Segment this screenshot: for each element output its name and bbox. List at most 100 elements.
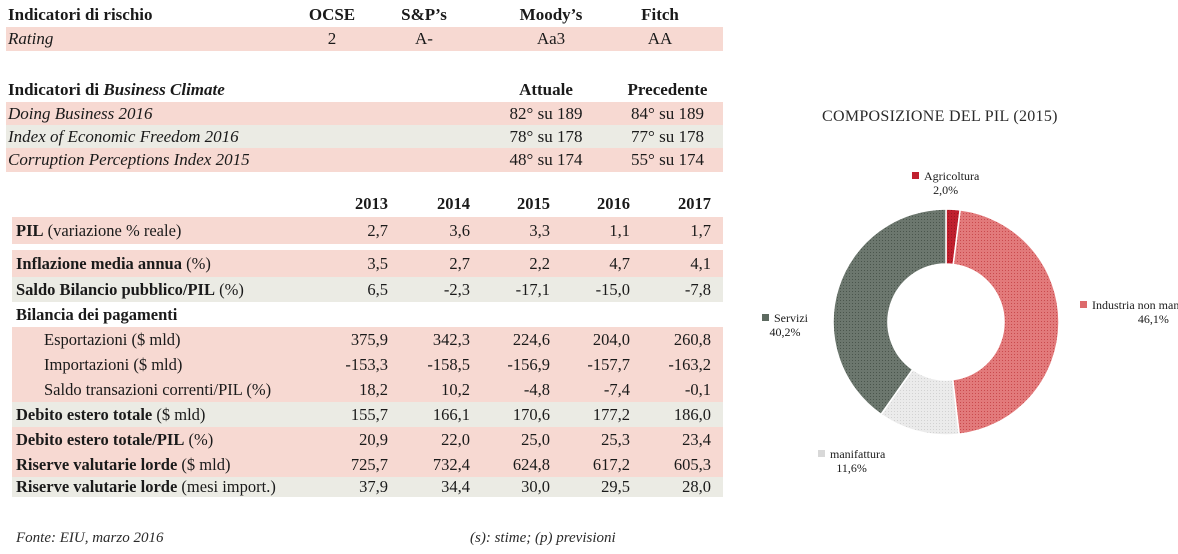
business-row-current: 82° su 189 [509,104,583,123]
macro-value-cell: 155,7 [350,405,388,424]
rating-header-row: Indicatori di rischio OCSE S&P’s Moody’s… [6,3,723,27]
business-row: Doing Business 2016 82° su 189 84° su 18… [6,102,723,126]
business-col-current: Attuale [519,80,573,99]
business-row-current: 78° su 178 [509,127,583,146]
macro-value-cell: 186,0 [673,405,711,424]
macro-row: Importazioni ($ mld) -153,3 -158,5 -156,9 -1… [12,352,723,377]
macro-header-row: 2013 2014 2015 2016 2017 [12,192,723,216]
macro-value-cell: 260,8 [673,330,711,349]
legend-servizi: Servizi 40,2% [762,311,808,339]
macro-row-label-text: (variazione % reale) [43,221,182,240]
macro-row-label-bold: Bilancia dei pagamenti [16,305,178,324]
business-title: Indicatori di Business Climate [8,78,225,102]
macro-value-cell: 177,2 [592,405,630,424]
macro-value-cell: 2,7 [449,254,470,273]
macro-row-label: Esportazioni ($ mld) [44,327,181,352]
macro-value-cell: 1,7 [690,221,711,240]
business-row-previous: 84° su 189 [631,104,704,123]
source-note: Fonte: EIU, marzo 2016 [16,530,164,546]
macro-row-label: PIL (variazione % reale) [16,217,181,244]
macro-row: Bilancia dei pagamenti [12,302,723,327]
macro-value-cell: 18,2 [359,380,388,399]
macro-row-label-text: (mesi import.) [177,477,276,496]
business-header-row: Indicatori di Business Climate Attuale P… [6,78,723,102]
macro-value-cell: -0,1 [684,380,711,399]
rating-label: Rating [8,29,54,48]
macro-value-cell: 204,0 [592,330,630,349]
rating-value-sp: A- [415,29,433,48]
macro-row-label-bold: Inflazione media annua [16,254,182,273]
macro-value-cell: 10,2 [441,380,470,399]
legend-label: manifattura [830,447,886,461]
macro-value-cell: 34,4 [441,477,470,496]
year-header: 2015 [517,194,550,213]
legend-swatch [762,314,769,321]
macro-row: Inflazione media annua (%) 3,5 2,7 2,2 4,7 4,… [12,250,723,277]
macro-value-cell: -15,0 [595,280,630,299]
macro-row: PIL (variazione % reale) 2,7 3,6 3,3 1,1 1,7 [12,217,723,244]
macro-row: Debito estero totale/PIL (%) 20,9 22,0 25,0… [12,427,723,452]
macro-value-cell: 3,5 [367,254,388,273]
rating-value-moodys: Aa3 [536,29,566,48]
macro-value-cell: -163,2 [668,355,711,374]
legend-label: Agricoltura [924,169,980,183]
macro-row-label-bold: Riserve valutarie lorde [16,455,178,474]
macro-value-cell: 4,7 [609,254,630,273]
rating-value-ocse: 2 [327,29,337,48]
macro-value-cell: 375,9 [350,330,388,349]
macro-row: Debito estero totale ($ mld) 155,7 166,1 17… [12,402,723,427]
macro-row-label: Importazioni ($ mld) [44,352,182,377]
macro-value-cell: 605,3 [673,455,711,474]
business-title-italic: Business Climate [103,80,225,99]
macro-row-label: Saldo Bilancio pubblico/PIL (%) [16,277,244,302]
macro-value-cell: 2,7 [367,221,388,240]
macro-row-label-bold: PIL [16,221,44,240]
macro-row-label: Riserve valutarie lorde ($ mld) [16,452,230,477]
rating-col-moodys: Moody’s [519,5,583,24]
business-row-previous: 77° su 178 [631,127,704,146]
legend-manifattura: manifattura 11,6% [818,447,885,475]
legend-value: 11,6% [836,461,867,475]
macro-value-cell: 725,7 [350,455,388,474]
macro-value-cell: 224,6 [512,330,550,349]
macro-row-label: Inflazione media annua (%) [16,250,211,277]
macro-value-cell: -156,9 [507,355,550,374]
legend-value: 2,0% [933,183,959,197]
macro-row-label: Debito estero totale/PIL (%) [16,427,213,452]
macro-value-cell: -7,8 [684,280,711,299]
macro-row-label-bold: Riserve valutarie lorde [16,477,178,496]
rating-col-fitch: Fitch [641,5,679,24]
year-header: 2016 [597,194,630,213]
macro-row-label-text: Esportazioni ($ mld) [44,330,181,349]
macro-row-label-text: ($ mld) [177,455,231,474]
macro-value-cell: 25,3 [601,430,630,449]
legend-value: 40,2% [769,325,801,339]
legend-industria: Industria non manifatturiera 46,1% [1080,298,1178,326]
macro-value-cell: 617,2 [592,455,630,474]
macro-row-label-bold: Debito estero totale [16,405,153,424]
macro-value-cell: 4,1 [690,254,711,273]
macro-value-cell: 25,0 [521,430,550,449]
business-row-previous: 55° su 174 [631,150,704,169]
macro-value-cell: 732,4 [432,455,470,474]
business-row-label: Doing Business 2016 [8,104,153,123]
macro-row-label-text: Saldo transazioni correnti/PIL (%) [44,380,272,399]
macro-row-label: Riserve valutarie lorde (mesi import.) [16,477,276,497]
business-row-current: 48° su 174 [509,150,583,169]
business-col-previous: Precedente [627,80,708,99]
macro-value-cell: -4,8 [523,380,550,399]
macro-value-cell: -158,5 [427,355,470,374]
macro-row-label-bold: Saldo Bilancio pubblico/PIL [16,280,215,299]
macro-value-cell: 22,0 [441,430,470,449]
macro-value-cell: 342,3 [432,330,470,349]
macro-row-label-text: (%) [214,280,244,299]
macro-row-label-text: ($ mld) [152,405,206,424]
legend-swatch [912,172,919,179]
chart-title: COMPOSIZIONE DEL PIL (2015) [822,108,1058,125]
macro-row-label-bold: Debito estero totale/PIL [16,430,185,449]
macro-value-cell: 6,5 [367,280,388,299]
slice-servizi [832,208,947,416]
year-header: 2017 [678,194,711,213]
macro-value-cell: -157,7 [587,355,630,374]
